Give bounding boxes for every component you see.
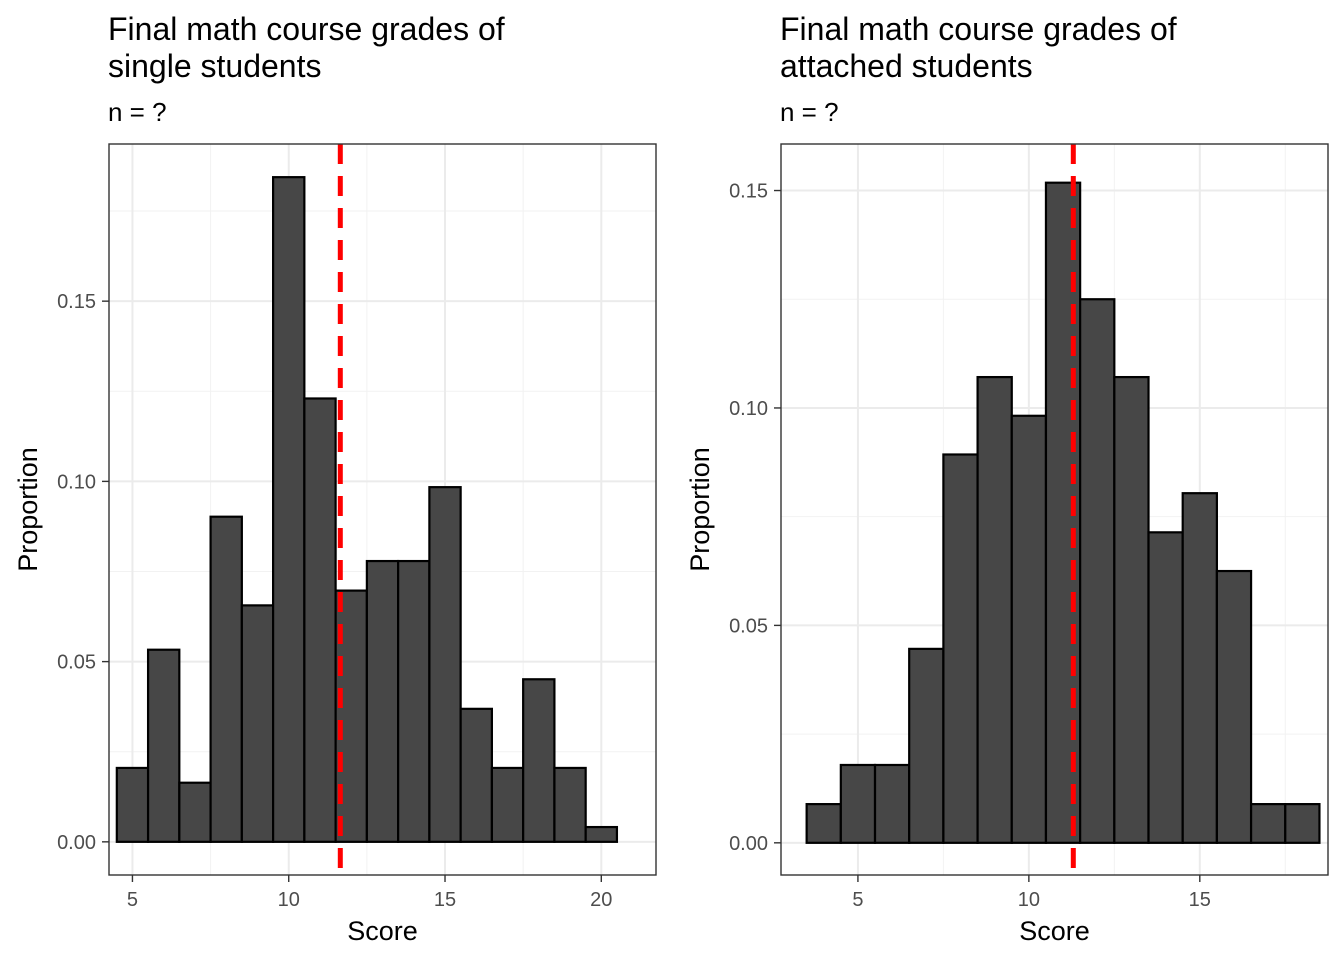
histogram-bar <box>240 604 275 843</box>
histogram-bar <box>178 781 212 843</box>
chart-subtitle: n = ? <box>780 97 839 127</box>
histogram-bar <box>272 176 306 843</box>
chart-title-line: single students <box>108 48 321 84</box>
histogram-bar <box>942 453 979 844</box>
x-tick-label: 15 <box>434 889 456 911</box>
histogram-bar <box>1181 492 1218 844</box>
bars <box>115 176 619 843</box>
x-axis-title: Score <box>1019 916 1090 946</box>
histogram-bar <box>1249 803 1287 844</box>
chart-title-line: Final math course grades of <box>108 11 505 47</box>
y-tick-label: 0.05 <box>729 615 768 637</box>
histogram-bar <box>459 707 493 843</box>
x-tick-label: 10 <box>278 889 300 911</box>
histogram-bar <box>873 763 911 844</box>
y-tick-label: 0.10 <box>57 471 96 493</box>
histogram-bar <box>976 375 1013 844</box>
histogram-bar <box>428 486 462 843</box>
histogram-bar <box>490 766 525 843</box>
histogram-bar <box>115 766 150 843</box>
chart-title-line: Final math course grades of <box>780 11 1177 47</box>
histogram-bar <box>209 515 243 843</box>
histogram-bar <box>805 803 842 844</box>
histogram-bar <box>522 678 556 843</box>
y-tick-label: 0.00 <box>57 832 96 854</box>
x-tick-label: 10 <box>1018 889 1040 911</box>
y-axis-title: Proportion <box>685 447 715 572</box>
y-tick-label: 0.05 <box>57 652 96 674</box>
panel-border <box>108 143 657 876</box>
chart-title-line: attached students <box>780 48 1033 84</box>
histogram-bar <box>839 763 877 844</box>
y-tick-label: 0.00 <box>729 833 768 855</box>
y-tick-label: 0.10 <box>729 398 768 420</box>
histogram-bar <box>1147 531 1184 844</box>
histogram-bar <box>1215 569 1253 844</box>
chart-subtitle: n = ? <box>108 97 167 127</box>
panel-border <box>780 143 1329 876</box>
histogram-bar <box>365 559 400 843</box>
histogram-bar <box>553 766 587 843</box>
histogram-bar <box>146 648 181 843</box>
histogram-bar <box>397 559 431 843</box>
bars <box>805 181 1321 844</box>
x-tick-label: 5 <box>127 889 138 911</box>
histogram-bar <box>1079 298 1116 844</box>
x-tick-label: 20 <box>590 889 612 911</box>
histogram-bar <box>908 647 945 844</box>
histogram-bar <box>1113 375 1150 844</box>
y-axis-title: Proportion <box>13 447 43 572</box>
histogram-bar <box>1284 803 1321 844</box>
x-axis-title: Score <box>347 916 418 946</box>
y-tick-label: 0.15 <box>729 181 768 203</box>
histogram-bar <box>584 825 619 843</box>
x-tick-label: 15 <box>1189 889 1211 911</box>
x-tick-label: 5 <box>852 889 863 911</box>
y-tick-label: 0.15 <box>57 291 96 313</box>
histogram-bar <box>303 397 337 843</box>
histogram-bar <box>1010 414 1048 844</box>
